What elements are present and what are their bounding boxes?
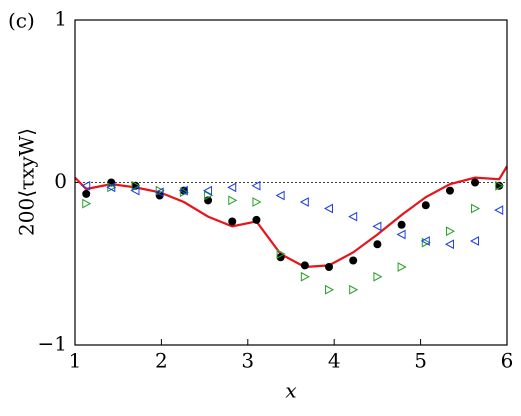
triangle-marker (444, 239, 454, 250)
x-tick-label: 6 (501, 349, 514, 373)
triangle-marker (323, 203, 334, 214)
triangle-marker (106, 182, 116, 193)
triangle-marker (275, 190, 285, 201)
x-tick-label: 3 (241, 349, 254, 373)
dot-marker (325, 263, 334, 271)
series-line (74, 165, 508, 269)
triangle-marker (299, 197, 309, 207)
triangle-marker (228, 195, 238, 206)
dot-marker (445, 186, 454, 195)
y-tick-label: 0 (54, 169, 67, 193)
triangle-marker (445, 226, 456, 237)
triangle-marker (202, 185, 213, 196)
triangle-marker (373, 271, 383, 282)
x-tick-label: 4 (328, 349, 341, 373)
dot-marker (421, 201, 430, 210)
triangle-marker (276, 249, 286, 259)
dot-marker (228, 217, 237, 226)
x-tick-label: 2 (155, 349, 168, 373)
triangle-marker (348, 211, 358, 222)
triangle-marker (81, 180, 91, 191)
triangle-marker (155, 185, 165, 196)
triangle-marker (495, 180, 505, 191)
triangle-marker (396, 229, 406, 240)
x-axis-label: x (285, 379, 296, 403)
dot-marker (495, 181, 504, 190)
triangle-marker (204, 190, 214, 201)
triangle-marker (325, 284, 335, 295)
triangle-marker (494, 205, 504, 215)
panel-label: (c) (8, 9, 35, 33)
triangle-marker (251, 180, 261, 191)
triangle-marker (227, 182, 237, 193)
dot-marker (397, 220, 406, 229)
triangle-marker (397, 262, 407, 272)
dot-marker (300, 261, 309, 270)
triangle-marker (252, 197, 262, 207)
y-tick-label: −1 (38, 332, 67, 356)
triangle-marker (130, 185, 140, 196)
x-tick-label: 1 (69, 349, 82, 373)
triangle-marker (178, 185, 188, 196)
triangle-marker (421, 237, 431, 248)
triangle-marker (131, 180, 141, 191)
plot-frame (74, 19, 508, 346)
x-tick-label: 5 (414, 349, 427, 373)
dot-marker (82, 189, 91, 198)
triangle-marker (420, 236, 430, 246)
triangle-marker (471, 203, 481, 214)
dot-marker (373, 240, 382, 249)
y-axis-label: 200⟨τxyW⟩ (15, 128, 39, 236)
triangle-marker (300, 271, 310, 282)
y-tick-label: 1 (54, 7, 67, 31)
triangle-marker (154, 187, 164, 198)
dot-marker (252, 215, 261, 224)
dot-marker (349, 256, 358, 265)
triangle-marker (349, 284, 359, 295)
triangle-marker (82, 198, 92, 209)
triangle-marker (372, 221, 382, 232)
triangle-marker (469, 236, 480, 246)
dot-marker (471, 178, 480, 187)
triangle-marker (179, 187, 189, 198)
